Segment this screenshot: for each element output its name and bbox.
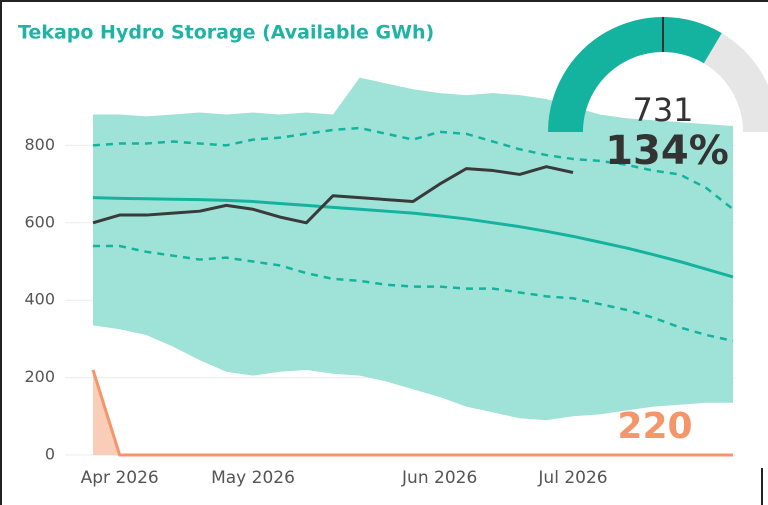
- x-tick-label: Jun 2026: [401, 468, 477, 488]
- series-line: [92, 165, 574, 225]
- callout-value: 220: [617, 406, 692, 447]
- y-tick-label: 600: [24, 212, 55, 231]
- x-tick-label: Apr 2026: [81, 468, 159, 488]
- gauge-value: [548, 16, 722, 132]
- range-band: [93, 77, 733, 421]
- y-tick-label: 0: [45, 445, 55, 464]
- chart-title: Tekapo Hydro Storage (Available GWh): [18, 22, 434, 44]
- y-tick-label: 200: [24, 367, 55, 386]
- y-tick-label: 800: [24, 135, 55, 154]
- dashed-line: [92, 126, 734, 211]
- x-tick-label: May 2026: [211, 468, 295, 488]
- series-line: [92, 196, 734, 279]
- x-tick-label: Jul 2026: [537, 468, 607, 488]
- dashed-line: [93, 244, 734, 343]
- gauge-ratio-label: 134%: [605, 128, 729, 174]
- gauge-value-label: 731: [632, 91, 693, 129]
- y-tick-label: 400: [24, 290, 55, 309]
- series-line: [91, 369, 733, 457]
